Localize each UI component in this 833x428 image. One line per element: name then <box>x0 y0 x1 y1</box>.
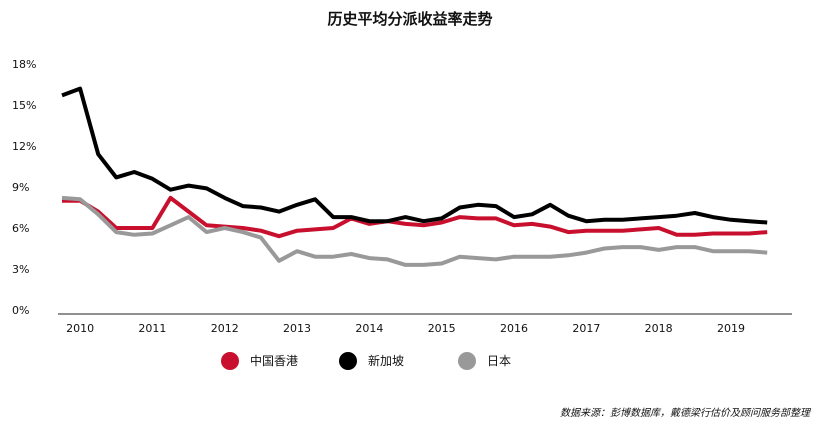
legend-marker <box>458 352 476 370</box>
y-tick-label: 6% <box>12 222 29 235</box>
x-tick-label: 2017 <box>572 322 600 335</box>
series-line <box>62 195 768 239</box>
series-line <box>61 86 768 225</box>
x-tick-label: 2012 <box>211 322 239 335</box>
y-tick-label: 0% <box>12 304 29 317</box>
x-tick-label: 2013 <box>283 322 311 335</box>
y-tick-label: 3% <box>12 263 29 276</box>
x-tick-label: 2014 <box>355 322 383 335</box>
y-tick-label: 15% <box>12 99 36 112</box>
series-line <box>61 195 768 267</box>
source-note: 数据来源：彭博数据库，戴德梁行估价及顾问服务部整理 <box>560 407 812 419</box>
legend-label: 新加坡 <box>368 353 404 368</box>
y-axis: 0% 3% 6% 9% 12% 15% 18% <box>12 58 36 317</box>
x-tick-label: 2018 <box>645 322 673 335</box>
legend-marker <box>221 352 239 370</box>
x-tick-label: 2016 <box>500 322 528 335</box>
series-lines <box>61 86 768 267</box>
x-tick-label: 2011 <box>138 322 166 335</box>
chart-title: 历史平均分派收益率走势 <box>327 10 492 28</box>
y-tick-label: 12% <box>12 140 36 153</box>
legend-label: 日本 <box>487 354 511 368</box>
x-axis: 2010 2011 2012 2013 2014 2015 2016 2017 2018 2019 <box>58 313 792 335</box>
x-tick-label: 2015 <box>428 322 456 335</box>
legend-marker <box>339 352 357 370</box>
legend: 中国香港 新加坡 日本 <box>221 352 511 370</box>
legend-label: 中国香港 <box>250 353 298 368</box>
x-tick-label: 2019 <box>717 322 745 335</box>
y-tick-label: 9% <box>12 181 29 194</box>
x-tick-label: 2010 <box>66 322 94 335</box>
y-tick-label: 18% <box>12 58 36 71</box>
